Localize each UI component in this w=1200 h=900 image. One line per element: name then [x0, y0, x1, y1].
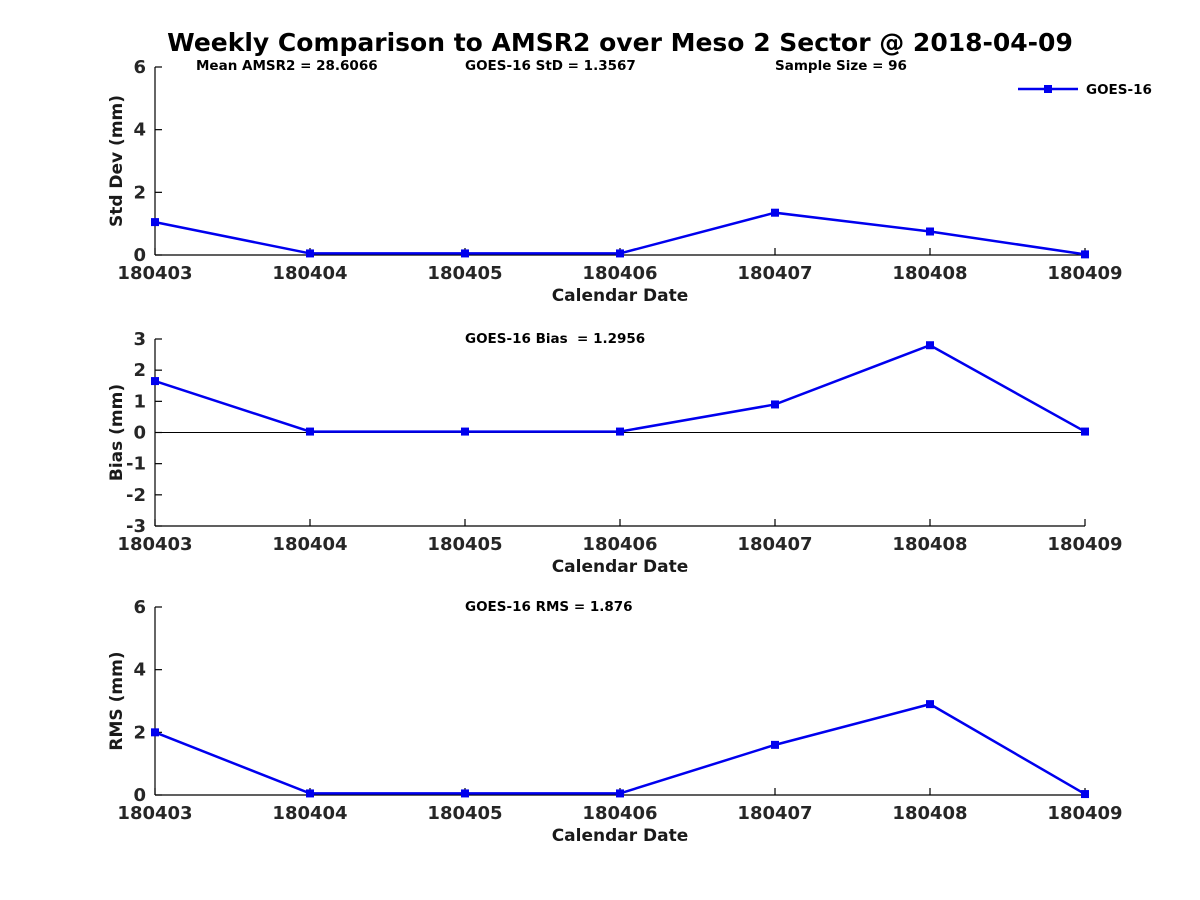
x-tick-label: 180407 [737, 263, 812, 284]
data-point-marker [461, 249, 469, 258]
data-point-marker [306, 427, 314, 436]
figure-title: Weekly Comparison to AMSR2 over Meso 2 S… [167, 28, 1073, 57]
series-line-goes-16 [154, 702, 1086, 796]
y-tick-label: 3 [133, 329, 146, 350]
y-tick-label: 6 [133, 57, 146, 78]
data-point-marker [926, 341, 934, 350]
data-point-marker [616, 789, 624, 798]
x-tick-label: 180404 [272, 534, 347, 555]
y-tick-label: 6 [133, 597, 146, 618]
y-tick-label: 4 [133, 660, 146, 681]
x-axis-label: Calendar Date [552, 286, 689, 306]
data-point-marker [306, 249, 314, 258]
x-tick-label: 180406 [582, 534, 657, 555]
series-line-goes-16 [154, 343, 1086, 433]
data-point-marker [1081, 250, 1089, 259]
y-tick-label: -3 [126, 516, 146, 537]
data-point-marker [616, 427, 624, 436]
data-point-marker [771, 208, 779, 217]
x-tick-label: 180405 [427, 534, 502, 555]
x-tick-label: 180408 [892, 263, 967, 284]
y-tick-label: 2 [133, 722, 146, 743]
x-tick-label: 180404 [272, 803, 347, 824]
y-tick-label: 0 [133, 423, 146, 444]
plot-annotation: GOES-16 StD = 1.3567 [465, 58, 636, 74]
x-tick-label: 180408 [892, 534, 967, 555]
legend-marker [1044, 85, 1052, 93]
data-point-marker [616, 249, 624, 258]
y-tick-label: -2 [126, 485, 146, 506]
x-tick-label: 180403 [117, 534, 192, 555]
y-tick-label: 1 [133, 391, 146, 412]
y-tick-label: 2 [133, 360, 146, 381]
x-tick-label: 180405 [427, 263, 502, 284]
x-tick-label: 180404 [272, 263, 347, 284]
x-tick-label: 180407 [737, 803, 812, 824]
data-point-marker [151, 218, 159, 227]
y-tick-label: 2 [133, 182, 146, 203]
x-tick-label: 180406 [582, 803, 657, 824]
data-point-marker [771, 400, 779, 409]
x-tick-label: 180409 [1047, 803, 1122, 824]
data-point-marker [461, 789, 469, 798]
data-point-marker [1081, 790, 1089, 799]
y-tick-label: 0 [133, 785, 146, 806]
x-tick-label: 180408 [892, 803, 967, 824]
x-tick-label: 180403 [117, 263, 192, 284]
plot-annotation: GOES-16 Bias = 1.2956 [465, 331, 645, 347]
y-tick-label: 0 [133, 245, 146, 266]
y-axis-label: Std Dev (mm) [107, 95, 127, 227]
x-tick-label: 180409 [1047, 534, 1122, 555]
data-point-marker [461, 427, 469, 436]
x-tick-label: 180403 [117, 803, 192, 824]
x-axis-label: Calendar Date [552, 826, 689, 846]
data-point-marker [1081, 427, 1089, 436]
data-point-marker [151, 728, 159, 737]
data-point-marker [306, 789, 314, 798]
y-axis-label: Bias (mm) [107, 384, 127, 481]
plot-annotation: GOES-16 RMS = 1.876 [465, 599, 633, 615]
data-point-marker [926, 227, 934, 236]
plot-annotation: Sample Size = 96 [775, 58, 907, 74]
legend-label: GOES-16 [1086, 82, 1152, 98]
data-point-marker [926, 700, 934, 709]
x-tick-label: 180409 [1047, 263, 1122, 284]
y-axis-label: RMS (mm) [107, 651, 127, 750]
y-tick-label: 4 [133, 120, 146, 141]
x-tick-label: 180407 [737, 534, 812, 555]
x-axis-label: Calendar Date [552, 557, 689, 577]
y-tick-label: -1 [126, 454, 146, 475]
plot-annotation: Mean AMSR2 = 28.6066 [196, 58, 378, 74]
x-tick-label: 180406 [582, 263, 657, 284]
x-tick-label: 180405 [427, 803, 502, 824]
data-point-marker [151, 377, 159, 386]
data-point-marker [771, 740, 779, 749]
